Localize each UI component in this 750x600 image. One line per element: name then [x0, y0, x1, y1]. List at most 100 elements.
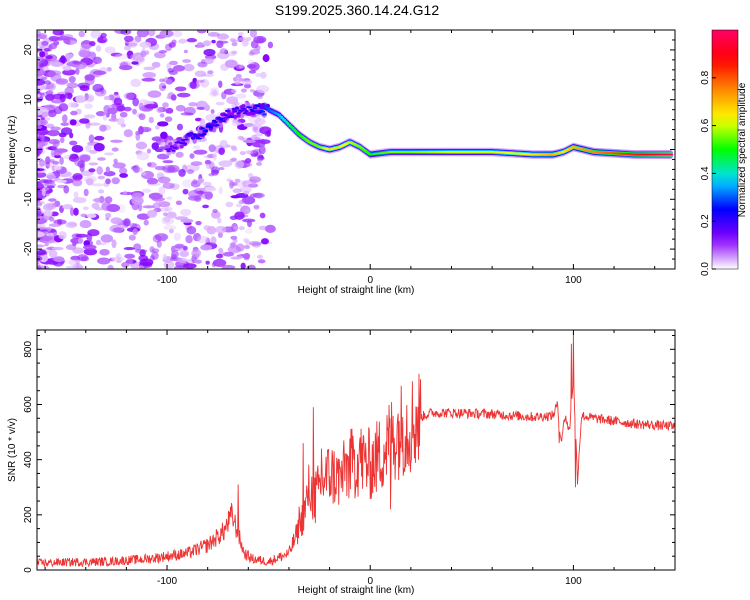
noise-blob — [41, 68, 46, 75]
noise-blob — [37, 249, 47, 256]
noise-blob — [41, 187, 46, 197]
noise-blob — [204, 104, 210, 111]
noise-blob — [52, 140, 60, 147]
noise-blob — [62, 34, 74, 39]
noise-blob — [57, 170, 72, 178]
noise-blob — [116, 105, 126, 112]
y-tick-label: 600 — [23, 396, 34, 413]
noise-blob — [99, 248, 110, 256]
noise-blob — [60, 127, 73, 135]
spectrogram-y-axis: -20 -10 0 10 20 — [23, 29, 675, 270]
noise-blob — [174, 243, 185, 249]
noise-blob — [216, 40, 224, 49]
noise-blob — [239, 186, 252, 194]
noise-blob — [103, 170, 116, 177]
noise-blob — [72, 179, 83, 187]
noise-blob — [165, 107, 174, 114]
ridge-point — [231, 108, 236, 111]
noise-blob — [43, 203, 54, 212]
noise-blob — [110, 52, 123, 57]
noise-blob — [53, 165, 62, 171]
ridge-point — [218, 121, 223, 128]
noise-blob — [189, 81, 197, 89]
noise-blob — [48, 249, 58, 259]
noise-blob — [158, 186, 166, 196]
noise-blob — [37, 62, 44, 70]
noise-blob — [53, 151, 63, 155]
noise-blob — [146, 148, 152, 154]
noise-blob — [72, 174, 78, 181]
noise-blob — [235, 243, 245, 252]
noise-blob — [148, 116, 154, 124]
ridge-point — [265, 107, 271, 110]
noise-blob — [106, 67, 112, 72]
noise-blob — [117, 204, 126, 213]
ridge-point — [220, 117, 225, 120]
noise-blob — [197, 178, 203, 185]
x-tick-label: -100 — [157, 576, 177, 587]
noise-blob — [39, 44, 51, 51]
noise-blob — [151, 142, 159, 150]
noise-blob — [195, 220, 202, 226]
noise-blob — [231, 89, 238, 94]
noise-blob — [171, 250, 179, 258]
ridge-point — [244, 109, 249, 112]
ridge-point — [192, 133, 197, 136]
noise-blob — [134, 249, 148, 254]
noise-blob — [138, 265, 145, 269]
noise-blob — [113, 97, 123, 106]
noise-blob — [59, 156, 64, 165]
noise-blob — [123, 35, 134, 42]
noise-blob — [256, 254, 263, 259]
noise-blob — [211, 210, 221, 219]
noise-blob — [250, 40, 259, 49]
ridge-point — [260, 110, 266, 113]
noise-blob — [43, 80, 52, 85]
noise-blob — [203, 48, 216, 57]
y-tick-label: 20 — [23, 44, 34, 56]
noise-blob — [210, 87, 220, 94]
ridge-point — [250, 111, 256, 116]
noise-blob — [249, 88, 255, 93]
noise-blob — [188, 102, 198, 107]
noise-blob — [248, 51, 255, 56]
noise-blob — [110, 139, 123, 143]
noise-blob — [152, 234, 162, 243]
noise-blob — [87, 95, 94, 102]
noise-blob — [196, 106, 206, 111]
noise-blob — [130, 53, 144, 62]
noise-blob — [37, 265, 42, 269]
noise-blob — [177, 92, 191, 98]
noise-blob — [37, 30, 41, 37]
noise-blob — [105, 166, 111, 173]
noise-blob — [172, 64, 185, 72]
noise-blob — [147, 90, 162, 98]
noise-blob — [178, 169, 186, 177]
noise-blob — [160, 131, 168, 140]
noise-blob — [74, 61, 87, 70]
y-tick-label: -10 — [23, 192, 34, 207]
snr-plot-area — [37, 332, 675, 568]
noise-blob — [146, 209, 158, 218]
noise-blob — [230, 242, 237, 247]
ridge-point — [190, 136, 196, 139]
ridge-point — [213, 120, 219, 123]
colorbar: 0.0 0.2 0.4 0.6 0.8 Normalized spectral ampl… — [700, 29, 748, 276]
noise-blob — [218, 147, 225, 155]
noise-blob — [253, 204, 260, 209]
y-tick-label: 400 — [23, 451, 34, 468]
noise-blob — [53, 154, 62, 159]
noise-blob — [149, 246, 155, 253]
noise-blob — [59, 136, 65, 144]
noise-blob — [142, 205, 156, 209]
noise-blob — [230, 235, 238, 240]
noise-blob — [141, 188, 152, 193]
noise-blob — [179, 250, 190, 258]
noise-blob — [143, 219, 149, 226]
noise-blob — [157, 176, 171, 184]
ridge-point — [241, 107, 246, 110]
noise-blob — [43, 210, 53, 217]
noise-blob — [207, 31, 220, 37]
noise-blob — [84, 74, 96, 81]
noise-blob — [126, 257, 134, 267]
